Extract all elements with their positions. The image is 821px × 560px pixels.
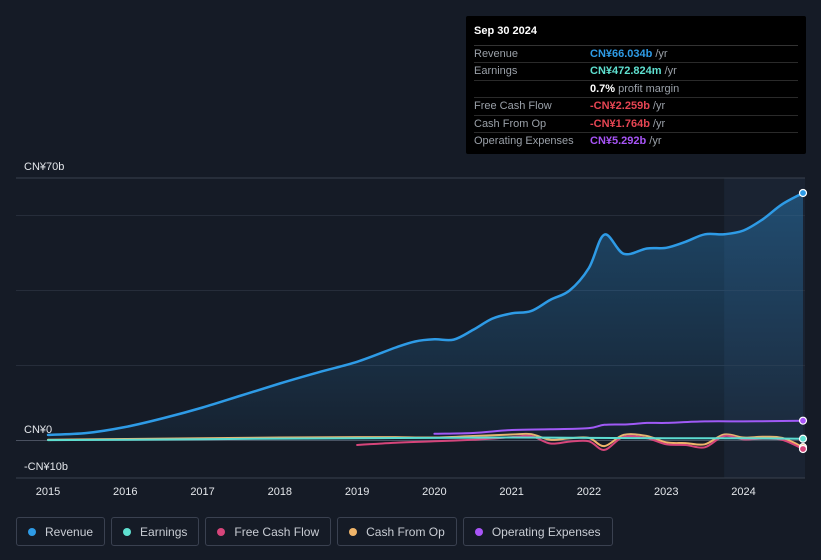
tooltip-label: Revenue (474, 48, 519, 60)
tooltip-row: Earnings CN¥472.824m/yr (474, 63, 798, 81)
legend-dot-icon (123, 527, 132, 536)
x-tick-label: 2015 (36, 486, 60, 498)
tooltip-value: -CN¥1.764b (590, 117, 650, 130)
x-tick-label: 2016 (113, 486, 137, 498)
tooltip-unit: /yr (649, 134, 662, 147)
y-tick-label: -CN¥10b (24, 461, 68, 473)
tooltip-unit: /yr (664, 65, 677, 78)
free-cash-flow-endpoint (798, 444, 808, 454)
legend-label: Revenue (45, 524, 94, 539)
tooltip-unit: /yr (652, 100, 666, 113)
x-tick-label: 2019 (345, 486, 369, 498)
legend-label: Free Cash Flow (234, 524, 320, 539)
revenue-line (46, 191, 805, 437)
x-tick-label: 2021 (499, 486, 523, 498)
legend-dot-icon (28, 527, 36, 536)
tooltip-row: Cash From Op -CN¥1.764b/yr (474, 116, 798, 133)
tooltip-value: CN¥472.824m (590, 65, 662, 78)
legend-dot-icon (474, 527, 483, 536)
tooltip-label: Operating Expenses (474, 134, 574, 147)
tooltip-row: Operating Expenses CN¥5.292b/yr (474, 133, 798, 150)
tooltip-unit: profit margin (618, 82, 680, 95)
tooltip-label (474, 81, 590, 97)
earnings-endpoint (798, 434, 808, 443)
tooltip-value: 0.7% (590, 82, 616, 95)
y-tick-label: CN¥70b (24, 161, 64, 173)
tooltip-value: CN¥66.034b (590, 48, 653, 60)
legend-item-cash-from-op[interactable]: Cash From Op (337, 517, 457, 546)
tooltip-label: Free Cash Flow (474, 100, 552, 113)
legend-item-operating-expenses[interactable]: Operating Expenses (462, 517, 613, 546)
x-tick-label: 2018 (268, 486, 292, 498)
operating-expenses-endpoint (798, 416, 808, 425)
tooltip-label: Cash From Op (474, 117, 547, 130)
x-tick-label: 2020 (422, 486, 446, 498)
tooltip-value: -CN¥2.259b (590, 100, 650, 113)
legend-dot-icon (217, 527, 226, 536)
x-tick-label: 2024 (731, 486, 755, 498)
x-tick-label: 2022 (577, 486, 601, 498)
legend-dot-icon (349, 527, 358, 536)
tooltip-row: Free Cash Flow -CN¥2.259b/yr (474, 98, 798, 116)
legend-label: Operating Expenses (491, 524, 601, 539)
tooltip-label: Earnings (474, 65, 518, 78)
chart-legend: Revenue Earnings Free Cash Flow Cash From O… (16, 517, 613, 546)
tooltip-unit: /yr (655, 48, 668, 60)
legend-label: Earnings (140, 524, 188, 539)
tooltip-row: 0.7% profit margin (474, 81, 798, 99)
tooltip-row: Revenue CN¥66.034b/yr (474, 46, 798, 64)
data-tooltip: Sep 30 2024 Revenue CN¥66.034b/yr Earnings… (466, 16, 806, 154)
x-tick-label: 2023 (654, 486, 678, 498)
revenue-endpoint (798, 188, 808, 198)
y-tick-label: CN¥0 (24, 424, 52, 436)
tooltip-date: Sep 30 2024 (474, 24, 798, 46)
x-tick-label: 2017 (190, 486, 214, 498)
legend-label: Cash From Op (366, 524, 445, 539)
legend-item-free-cash-flow[interactable]: Free Cash Flow (205, 517, 332, 546)
legend-item-earnings[interactable]: Earnings (111, 517, 200, 546)
revenue-area (48, 193, 803, 441)
tooltip-unit: /yr (652, 117, 666, 130)
tooltip-value: CN¥5.292b (590, 134, 647, 147)
legend-item-revenue[interactable]: Revenue (16, 517, 106, 546)
